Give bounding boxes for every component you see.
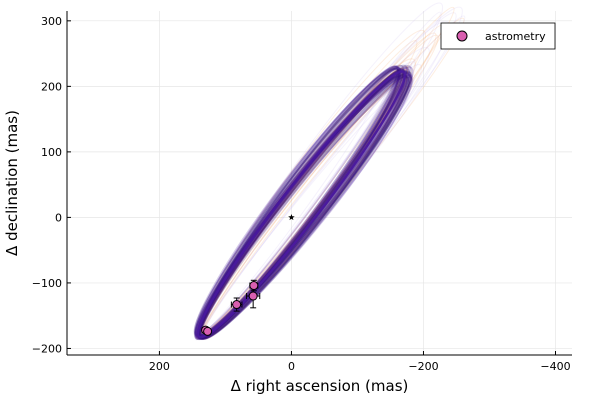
x-tick-label: −200 xyxy=(408,360,438,373)
orbit-sample xyxy=(197,74,412,337)
astrometry-points xyxy=(201,279,261,336)
y-tick-label: 0 xyxy=(55,211,62,224)
orbit-sample xyxy=(195,2,444,339)
orbit-sample xyxy=(196,6,455,338)
orbit-sample xyxy=(195,61,416,340)
orbit-sample xyxy=(199,67,402,341)
orbit-sample xyxy=(197,12,457,338)
x-tick-label: 0 xyxy=(288,360,295,373)
grid xyxy=(67,11,572,355)
y-axis-title: Δ declination (mas) xyxy=(3,110,21,256)
orbit-sample xyxy=(193,65,412,340)
orbit-sample xyxy=(199,11,441,339)
legend-label: astrometry xyxy=(485,30,546,43)
y-tick-label: 300 xyxy=(41,15,62,28)
orbit-sample xyxy=(193,64,405,337)
y-tick-label: 100 xyxy=(41,146,62,159)
orbit-sample xyxy=(197,6,463,341)
orbit-sample xyxy=(198,76,405,337)
orbit-samples xyxy=(193,2,466,341)
orbit-sample xyxy=(199,68,405,337)
orbit-sample xyxy=(195,67,402,339)
orbit-sample xyxy=(195,66,414,340)
legend: astrometry xyxy=(440,22,556,50)
astrometry-marker xyxy=(249,281,259,291)
astrometry-marker xyxy=(248,291,258,301)
astrometry-point xyxy=(230,297,243,312)
legend-marker xyxy=(456,30,468,42)
star-icon xyxy=(288,214,295,221)
orbit-sample xyxy=(197,68,400,340)
host-star-marker xyxy=(288,214,295,221)
y-tick-label: −100 xyxy=(32,277,62,290)
orbit-sample xyxy=(200,20,450,336)
astrometry-point xyxy=(249,279,259,292)
orbit-sample xyxy=(199,67,402,340)
astrometry-marker xyxy=(232,300,242,310)
orbit-sample xyxy=(199,67,405,340)
x-tick-label: −400 xyxy=(540,360,570,373)
orbit-sample xyxy=(196,75,403,339)
x-axis-title: Δ right ascension (mas) xyxy=(231,377,409,395)
orbit-sample xyxy=(200,68,404,336)
astrometry-marker xyxy=(203,326,213,336)
astrometry-point xyxy=(203,326,213,336)
orbit-sample xyxy=(200,69,408,337)
orbit-sample xyxy=(199,72,411,340)
orbit-sample xyxy=(193,67,400,338)
orbit-sample xyxy=(193,80,384,339)
orbit-sample xyxy=(194,67,410,340)
orbit-sample xyxy=(196,70,406,339)
y-tick-label: −200 xyxy=(32,342,62,355)
orbit-sample xyxy=(196,67,404,339)
orbit-sample xyxy=(200,64,412,336)
y-tick-label: 200 xyxy=(41,80,62,93)
orbit-sample xyxy=(199,75,402,337)
x-tick-label: 200 xyxy=(149,360,170,373)
orbit-sample xyxy=(201,17,465,340)
orbit-sample xyxy=(201,15,466,339)
axes: 200 0 −200 −400 −200 −100 0 100 200 300 xyxy=(32,11,572,373)
